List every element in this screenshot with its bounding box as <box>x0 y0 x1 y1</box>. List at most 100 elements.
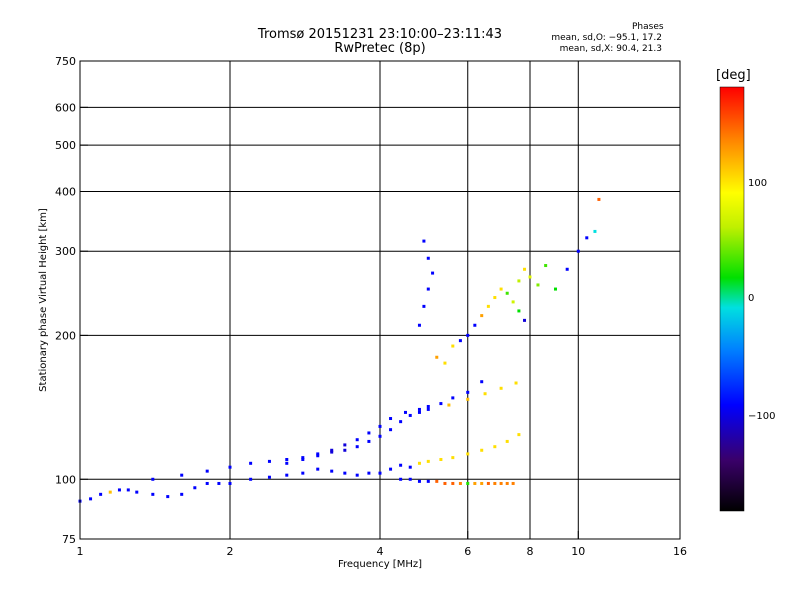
echo-point <box>180 492 184 496</box>
x-axis-label: Frequency [MHz] <box>338 559 422 570</box>
echo-point <box>499 481 503 485</box>
echo-point <box>576 249 580 253</box>
x-tick-label: 16 <box>673 545 687 558</box>
echo-point <box>447 403 451 407</box>
echo-point <box>343 471 347 475</box>
echo-point <box>417 410 421 414</box>
echo-point <box>228 465 232 469</box>
echo-point <box>451 344 455 348</box>
y-tick-label: 600 <box>55 101 76 114</box>
echo-point <box>458 339 462 343</box>
echo-point <box>89 497 93 501</box>
echo-point <box>480 314 484 318</box>
echo-point <box>126 488 130 492</box>
echo-point <box>267 475 271 479</box>
echo-point <box>451 456 455 460</box>
echo-point <box>367 431 371 435</box>
y-tick-label: 200 <box>55 329 76 342</box>
echo-point <box>499 386 503 390</box>
echo-point <box>483 392 487 396</box>
echo-point <box>466 397 470 401</box>
echo-point <box>528 275 532 279</box>
echo-point <box>108 490 112 494</box>
x-tick-label: 6 <box>464 545 471 558</box>
echo-point <box>431 271 435 275</box>
y-tick-label: 750 <box>55 55 76 68</box>
echo-point <box>301 456 305 460</box>
x-tick-label: 10 <box>571 545 585 558</box>
echo-point <box>151 492 155 496</box>
echo-point <box>193 486 197 490</box>
echo-point <box>505 291 509 295</box>
echo-point <box>99 492 103 496</box>
echo-point <box>439 402 443 406</box>
echo-point <box>593 229 597 233</box>
echo-point <box>135 490 139 494</box>
echo-point <box>217 481 221 485</box>
echo-point <box>439 457 443 461</box>
echo-point <box>228 481 232 485</box>
echo-point <box>378 424 382 428</box>
phases-o-stats: mean, sd,O: −95.1, 17.2 <box>551 33 662 43</box>
chart-title: Tromsø 20151231 23:10:00–23:11:43 <box>257 27 503 42</box>
echo-point <box>585 236 589 240</box>
echo-point <box>180 473 184 477</box>
echo-point <box>285 457 289 461</box>
echo-point <box>343 448 347 452</box>
echo-point <box>493 296 497 300</box>
echo-point <box>205 481 209 485</box>
echo-point <box>435 355 439 359</box>
echo-point <box>330 450 334 454</box>
x-tick-label: 2 <box>227 545 234 558</box>
echo-point <box>367 439 371 443</box>
echo-point <box>301 457 305 461</box>
colorbar-tick-0: 0 <box>748 293 755 304</box>
echo-point <box>536 283 540 287</box>
echo-point <box>499 287 503 291</box>
echo-point <box>151 477 155 481</box>
echo-point <box>466 452 470 456</box>
echo-point <box>426 256 430 260</box>
echo-point <box>417 407 421 411</box>
colorbar-title: [deg] <box>716 68 751 83</box>
echo-point <box>466 390 470 394</box>
echo-point <box>422 304 426 308</box>
echo-point <box>367 471 371 475</box>
echo-point <box>466 333 470 337</box>
echo-point <box>166 495 170 499</box>
colorbar-tick-minus100: −100 <box>748 411 776 422</box>
echo-point <box>435 479 439 483</box>
echo-point <box>451 481 455 485</box>
echo-point <box>511 481 515 485</box>
echo-point <box>473 323 477 327</box>
colorbar <box>719 86 745 512</box>
echo-point <box>517 279 521 283</box>
echo-point <box>565 267 569 271</box>
y-tick-label: 300 <box>55 245 76 258</box>
echo-point <box>505 439 509 443</box>
echo-point <box>486 481 490 485</box>
echo-point <box>523 267 527 271</box>
y-tick-label: 100 <box>55 473 76 486</box>
x-tick-label: 4 <box>377 545 384 558</box>
echo-point <box>408 465 412 469</box>
echo-point <box>597 197 601 201</box>
echo-point <box>458 481 462 485</box>
echo-point <box>486 304 490 308</box>
echo-point <box>451 396 455 400</box>
echo-point <box>417 479 421 483</box>
echo-point <box>399 463 403 467</box>
echo-point <box>378 434 382 438</box>
echo-point <box>285 473 289 477</box>
echo-point <box>301 471 305 475</box>
echo-point <box>355 473 359 477</box>
echo-point <box>493 445 497 449</box>
phases-x-stats: mean, sd,X: 90.4, 21.3 <box>559 44 662 54</box>
echo-point <box>443 361 447 365</box>
echo-point <box>480 481 484 485</box>
echo-point <box>330 448 334 452</box>
echo-point <box>316 467 320 471</box>
x-tick-label: 1 <box>77 545 84 558</box>
x-tick-label: 8 <box>527 545 534 558</box>
